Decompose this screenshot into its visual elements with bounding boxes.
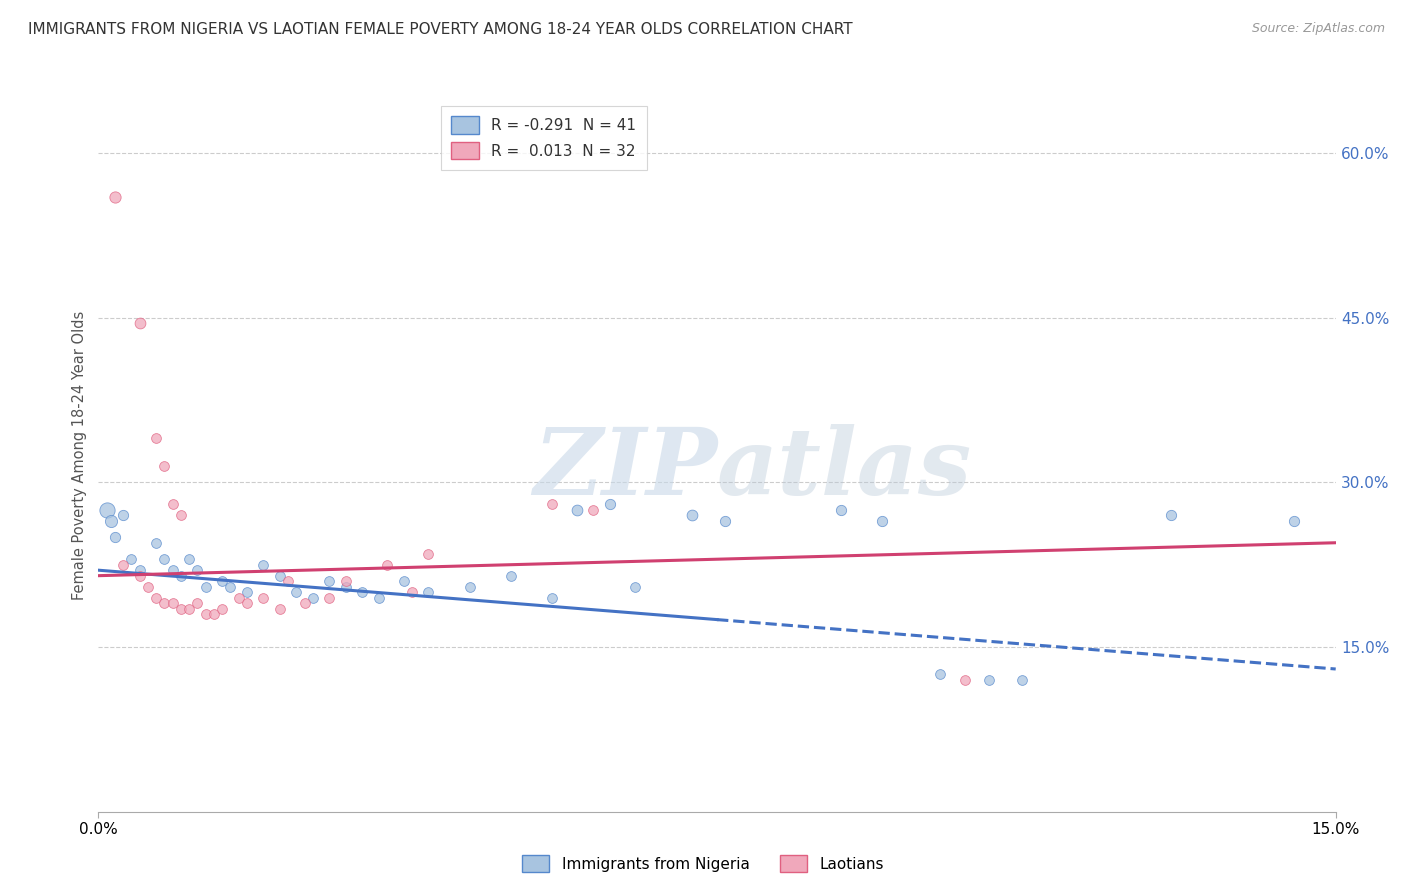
Point <box>269 568 291 582</box>
Point <box>128 316 150 330</box>
Point <box>302 591 325 605</box>
Point <box>179 601 201 615</box>
Point <box>335 580 357 594</box>
Point <box>1160 508 1182 523</box>
Point <box>252 558 274 572</box>
Text: Source: ZipAtlas.com: Source: ZipAtlas.com <box>1251 22 1385 36</box>
Point <box>1011 673 1033 687</box>
Point <box>136 580 159 594</box>
Point <box>153 596 176 610</box>
Point <box>870 514 893 528</box>
Point <box>565 503 588 517</box>
Point <box>714 514 737 528</box>
Point <box>153 552 176 566</box>
Point <box>162 563 184 577</box>
Point <box>120 552 142 566</box>
Point <box>979 673 1001 687</box>
Point <box>96 503 118 517</box>
Point <box>318 574 340 589</box>
Point <box>145 591 167 605</box>
Point <box>252 591 274 605</box>
Point <box>186 596 208 610</box>
Point <box>681 508 703 523</box>
Text: ZIP: ZIP <box>533 425 717 514</box>
Point <box>541 497 564 511</box>
Point <box>100 514 122 528</box>
Point <box>112 558 135 572</box>
Point <box>499 568 522 582</box>
Point <box>170 568 193 582</box>
Point <box>104 190 127 204</box>
Point <box>285 585 308 599</box>
Text: IMMIGRANTS FROM NIGERIA VS LAOTIAN FEMALE POVERTY AMONG 18-24 YEAR OLDS CORRELAT: IMMIGRANTS FROM NIGERIA VS LAOTIAN FEMAL… <box>28 22 853 37</box>
Point <box>335 574 357 589</box>
Point <box>418 585 440 599</box>
Point <box>112 508 135 523</box>
Point <box>162 596 184 610</box>
Point <box>392 574 415 589</box>
Point <box>294 596 316 610</box>
Point <box>211 601 233 615</box>
Point <box>599 497 621 511</box>
Point <box>830 503 852 517</box>
Point <box>277 574 299 589</box>
Point <box>153 458 176 473</box>
Point <box>104 530 127 544</box>
Point <box>236 596 259 610</box>
Point <box>418 547 440 561</box>
Point <box>352 585 374 599</box>
Point <box>367 591 389 605</box>
Point <box>1284 514 1306 528</box>
Point <box>128 568 150 582</box>
Point <box>211 574 233 589</box>
Y-axis label: Female Poverty Among 18-24 Year Olds: Female Poverty Among 18-24 Year Olds <box>72 310 87 599</box>
Legend: R = -0.291  N = 41, R =  0.013  N = 32: R = -0.291 N = 41, R = 0.013 N = 32 <box>441 106 647 170</box>
Point <box>219 580 242 594</box>
Point <box>541 591 564 605</box>
Point <box>458 580 481 594</box>
Point <box>179 552 201 566</box>
Point <box>170 601 193 615</box>
Point <box>162 497 184 511</box>
Point <box>186 563 208 577</box>
Point <box>145 535 167 549</box>
Point <box>194 580 217 594</box>
Point <box>228 591 250 605</box>
Point <box>582 503 605 517</box>
Legend: Immigrants from Nigeria, Laotians: Immigrants from Nigeria, Laotians <box>515 847 891 880</box>
Point <box>269 601 291 615</box>
Point <box>170 508 193 523</box>
Point <box>236 585 259 599</box>
Point <box>128 563 150 577</box>
Point <box>145 432 167 446</box>
Point <box>375 558 398 572</box>
Point <box>202 607 225 621</box>
Point <box>623 580 645 594</box>
Point <box>928 667 950 681</box>
Text: atlas: atlas <box>717 425 973 514</box>
Point <box>401 585 423 599</box>
Point <box>194 607 217 621</box>
Point <box>318 591 340 605</box>
Point <box>953 673 976 687</box>
